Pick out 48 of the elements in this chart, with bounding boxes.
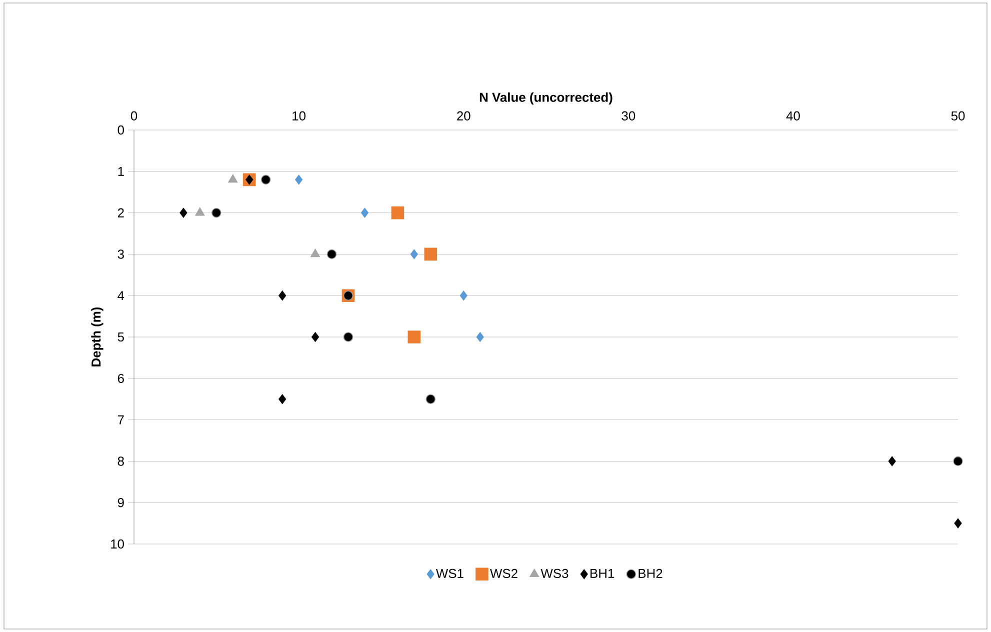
point — [295, 174, 303, 185]
point — [476, 332, 484, 342]
point — [426, 394, 436, 404]
point — [954, 518, 962, 528]
point — [424, 248, 438, 261]
point — [888, 456, 896, 466]
point — [228, 174, 238, 183]
legend-label: WS3 — [540, 568, 568, 578]
point — [953, 456, 963, 466]
y-tick-label: 2 — [118, 208, 124, 218]
point — [260, 174, 271, 185]
x-tick-label: 10 — [292, 111, 306, 120]
y-tick-label: 8 — [118, 456, 124, 466]
x-tick-label: 20 — [457, 111, 470, 120]
y-tick-label: 10 — [111, 539, 124, 549]
point — [312, 332, 320, 342]
y-tick-label: 5 — [118, 332, 124, 342]
point — [180, 208, 188, 218]
legend-label: BH1 — [590, 568, 614, 578]
point — [408, 330, 421, 344]
point — [246, 174, 254, 185]
legend-label: WS2 — [490, 568, 518, 578]
legend-label: WS1 — [436, 568, 464, 578]
x-tick-label: 30 — [622, 111, 636, 120]
y-tick-label: 9 — [118, 498, 124, 508]
y-tick-label: 6 — [118, 374, 124, 383]
point — [278, 394, 286, 404]
point — [343, 332, 354, 342]
point — [195, 207, 205, 216]
y-axis-title: Depth (m) — [91, 307, 104, 366]
x-tick-label: 0 — [130, 111, 138, 120]
point — [360, 208, 368, 218]
legend-label: BH2 — [638, 568, 662, 578]
y-tick-label: 4 — [118, 291, 124, 300]
point — [391, 206, 404, 220]
x-tick-label: 50 — [951, 111, 965, 120]
point — [212, 208, 222, 218]
point — [326, 249, 337, 260]
y-tick-label: 0 — [118, 125, 124, 135]
y-tick-label: 7 — [118, 415, 124, 424]
point — [460, 290, 468, 300]
point — [310, 248, 320, 258]
x-axis-title: N Value (uncorrected) — [480, 92, 612, 104]
x-tick-label: 40 — [786, 111, 800, 120]
y-tick-label: 1 — [118, 166, 124, 176]
point — [278, 290, 286, 300]
y-tick-label: 3 — [118, 250, 124, 259]
point — [410, 249, 418, 260]
